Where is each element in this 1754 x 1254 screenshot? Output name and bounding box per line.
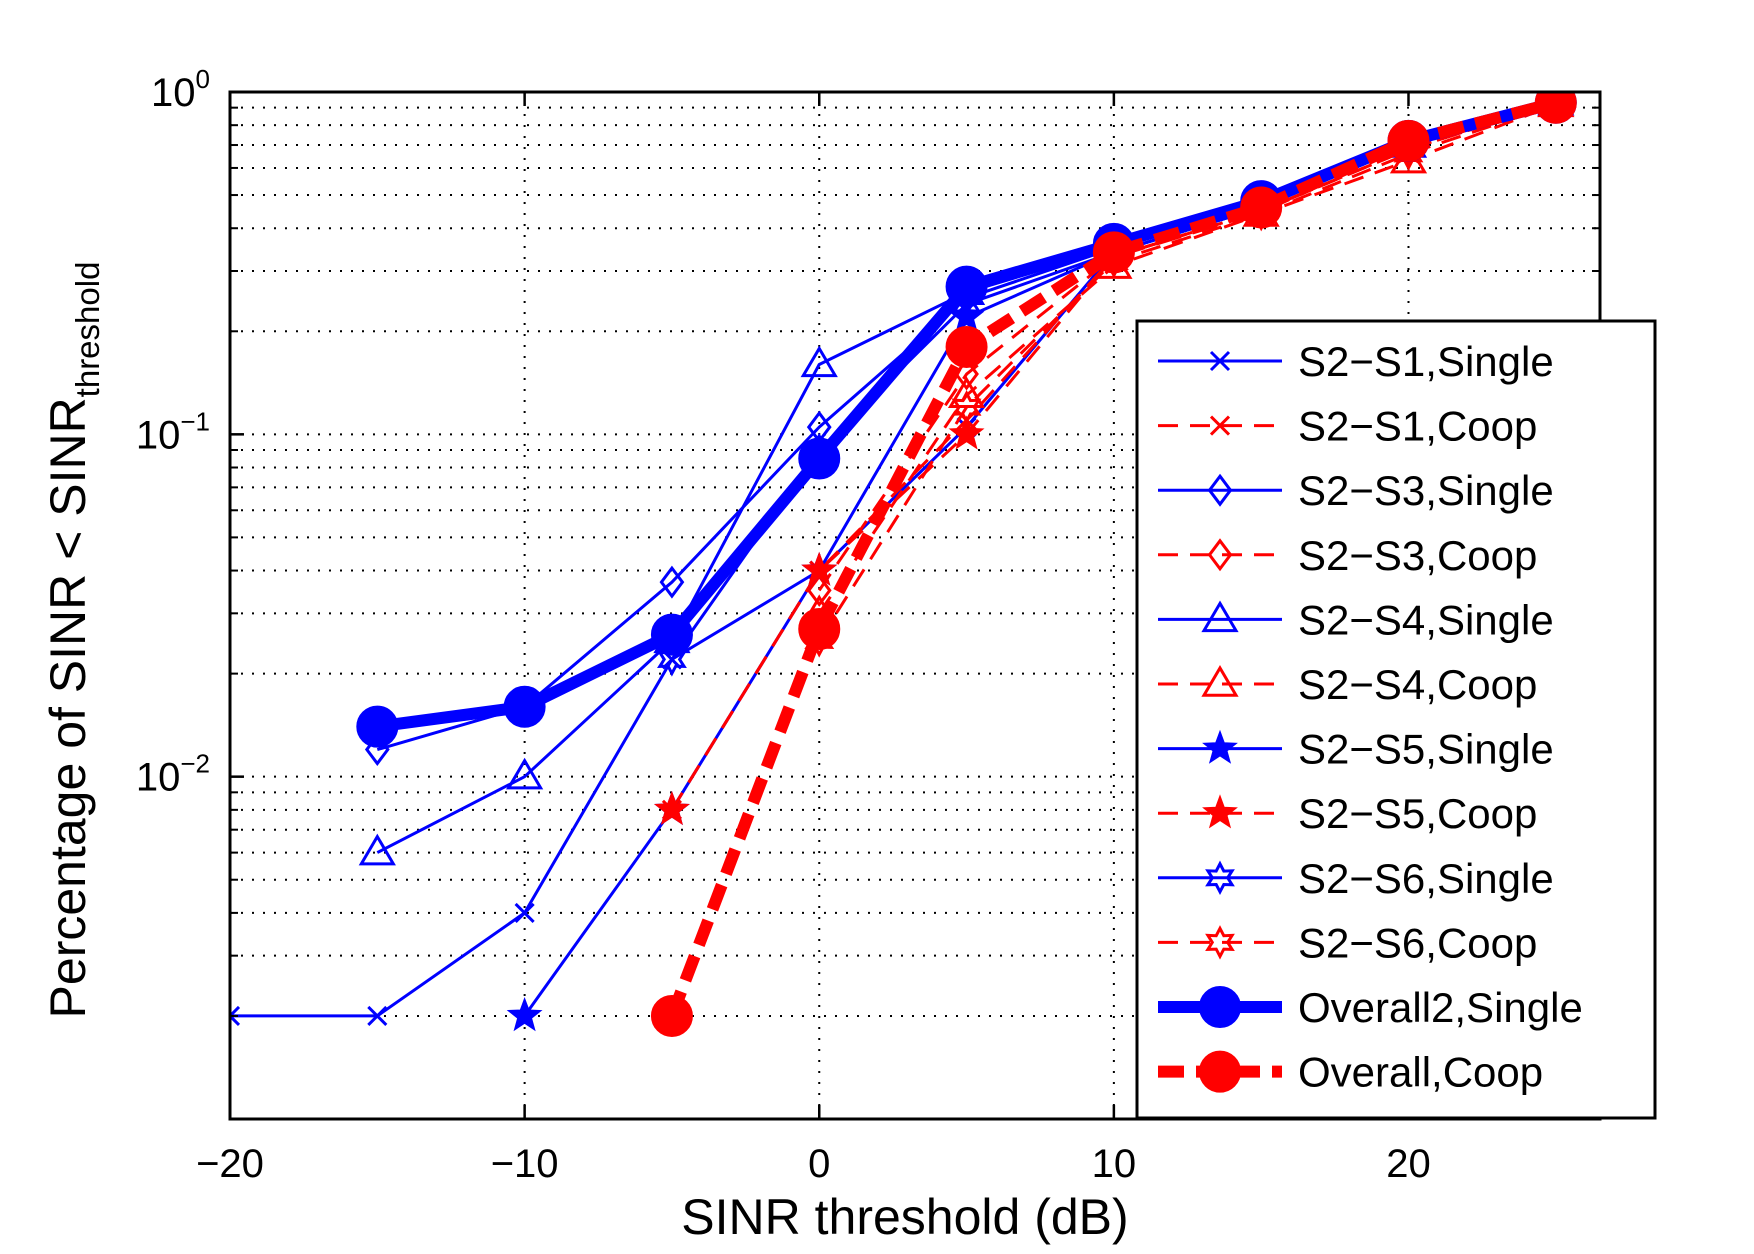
diamond-marker [1207,538,1233,572]
legend-item: S2−S4,Coop [1158,661,1537,708]
star-marker [506,997,543,1032]
legend-label: S2−S3,Coop [1298,532,1537,579]
circle-marker [945,325,988,368]
circle-marker [798,437,841,480]
y-tick-label: 10−2 [136,749,210,800]
legend-label: Overall2,Single [1298,984,1583,1031]
circle-marker [503,685,546,728]
x-marker [230,1005,241,1027]
y-tick-label: 10−1 [136,406,210,457]
star-marker [1202,729,1238,764]
legend-label: S2−S3,Single [1298,467,1554,514]
plot-area [230,92,1577,1037]
legend-label: S2−S1,Coop [1298,403,1537,450]
legend: S2−S1,Single S2−S1,Coop S2−S3,Single S2−S3,… [1135,319,1657,1120]
circle-marker [356,705,399,748]
legend-item: S2−S6,Coop [1158,919,1537,966]
legend-item: S2−S3,Single [1158,467,1554,514]
legend-item: S2−S1,Coop [1158,403,1537,450]
star-marker [1202,794,1238,829]
star-marker [801,551,838,586]
legend-item: S2−S5,Coop [1158,790,1537,837]
circle-marker [1092,231,1135,274]
y-axis-label: Percentage of SINR < SINRthreshold [40,262,106,1019]
legend-label: S2−S1,Single [1298,338,1554,385]
triangle-marker [1201,600,1239,633]
circle-marker [1199,1050,1241,1093]
triangle-marker [947,376,986,409]
x-tick-label: 20 [1386,1142,1431,1186]
legend-item: S2−S4,Single [1158,596,1554,643]
x-marker [514,902,535,923]
y-tick-label: 100 [151,64,210,115]
triangle-marker [506,757,544,790]
circle-marker [650,994,693,1037]
legend-label: S2−S6,Coop [1298,919,1537,966]
legend-item: S2−S3,Coop [1158,532,1537,579]
x-marker [1209,350,1231,372]
series-line [817,102,1557,642]
legend-box [1135,319,1657,1120]
x-axis-label: SINR threshold (dB) [681,1189,1128,1245]
triangle-marker [358,833,396,866]
legend-item: S2−S6,Single [1158,855,1554,902]
series-11 [650,92,1577,1037]
circle-marker [650,613,693,656]
circle-marker [1534,92,1577,124]
legend-label: S2−S6,Single [1298,855,1554,902]
legend-label: S2−S5,Coop [1298,790,1537,837]
circle-marker [1387,119,1430,162]
legend-label: S2−S4,Coop [1298,661,1537,708]
hexagram-marker [656,642,687,677]
hexagram-marker [951,389,982,425]
x-tick-label: 0 [808,1142,830,1186]
diamond-marker [659,565,685,599]
legend-item: S2−S1,Single [1158,338,1554,385]
triangle-marker [800,345,838,378]
x-marker [1209,415,1231,436]
series-line [817,101,1557,592]
x-tick-label: −10 [491,1142,559,1186]
diamond-marker [806,573,832,607]
x-tick-label: 10 [1092,1142,1137,1186]
legend-label: S2−S5,Single [1298,726,1554,773]
diamond-marker [1207,473,1233,507]
star-marker [653,790,690,826]
x-marker [367,1005,388,1027]
legend-label: Overall,Coop [1298,1049,1543,1096]
circle-marker [1199,986,1241,1028]
circle-marker [798,607,841,650]
legend-item: S2−S5,Single [1158,726,1554,773]
circle-marker [945,265,988,308]
hexagram-marker [1205,860,1235,896]
triangle-marker [1201,665,1239,697]
x-tick-label: −20 [196,1142,264,1186]
legend-item: Overall,Coop [1158,1049,1543,1096]
star-marker [948,415,985,450]
legend-item: Overall2,Single [1158,984,1583,1031]
legend-label: S2−S4,Single [1298,596,1554,643]
circle-marker [1240,186,1283,229]
hexagram-marker [1205,925,1235,960]
axis-ticks: −20 −10 0 10 20 100 10−1 10−2 [136,64,1600,1186]
